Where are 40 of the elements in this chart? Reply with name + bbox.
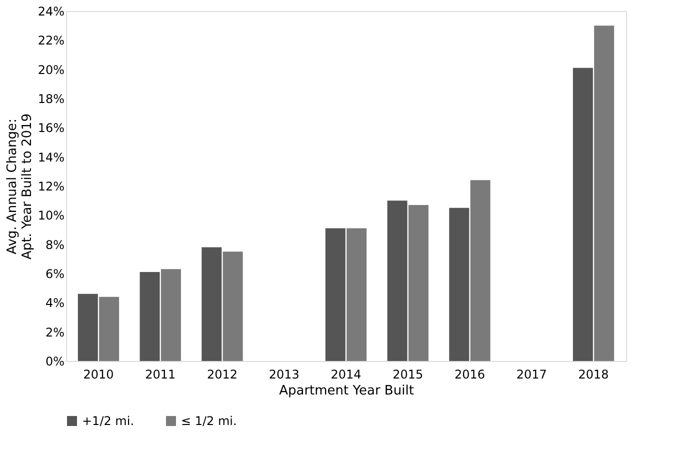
bar (572, 68, 593, 361)
y-tick-label: 6% (45, 267, 64, 281)
bar (408, 204, 428, 361)
y-tick-label: 0% (45, 354, 64, 368)
bar (78, 294, 98, 361)
bar (222, 252, 243, 361)
y-tick-label: 14% (38, 150, 64, 164)
x-tick-label: 2015 (392, 368, 424, 382)
y-tick-label: 22% (38, 34, 64, 48)
bar (160, 269, 181, 361)
y-tick-label: 4% (45, 296, 64, 310)
y-tick-label: 10% (38, 208, 64, 223)
y-tick-label: 8% (45, 238, 64, 252)
bar (99, 296, 120, 361)
x-tick-label: 2017 (516, 368, 547, 382)
legend-label: ≤ 1/2 mi. (181, 414, 237, 428)
bar (594, 26, 614, 361)
bar (202, 247, 222, 361)
x-tick-label: 2013 (268, 368, 300, 382)
x-tick-label: 2010 (83, 368, 114, 382)
x-axis-title: Apartment Year Built (279, 384, 414, 398)
x-tick-label: 2018 (578, 368, 609, 382)
x-tick-label: 2014 (330, 368, 362, 382)
legend-label: +1/2 mi. (82, 414, 134, 428)
x-tick-label: 2011 (145, 368, 176, 382)
bar (387, 200, 408, 361)
bar (449, 208, 470, 361)
bar (470, 180, 490, 361)
y-tick-label: 2% (45, 325, 64, 340)
bar (140, 272, 160, 361)
x-tick-label: 2016 (454, 368, 486, 382)
y-tick-label: 24% (38, 4, 64, 18)
bar (346, 228, 367, 361)
y-tick-label: 12% (38, 180, 64, 194)
y-axis-title: Avg. Annual Change: Apt. Year Built to 2019 (4, 113, 35, 260)
y-tick-label: 18% (38, 92, 64, 106)
y-tick-label: 16% (38, 121, 64, 136)
x-tick-label: 2012 (206, 368, 238, 382)
bar (325, 228, 346, 361)
y-tick-label: 20% (38, 62, 64, 77)
